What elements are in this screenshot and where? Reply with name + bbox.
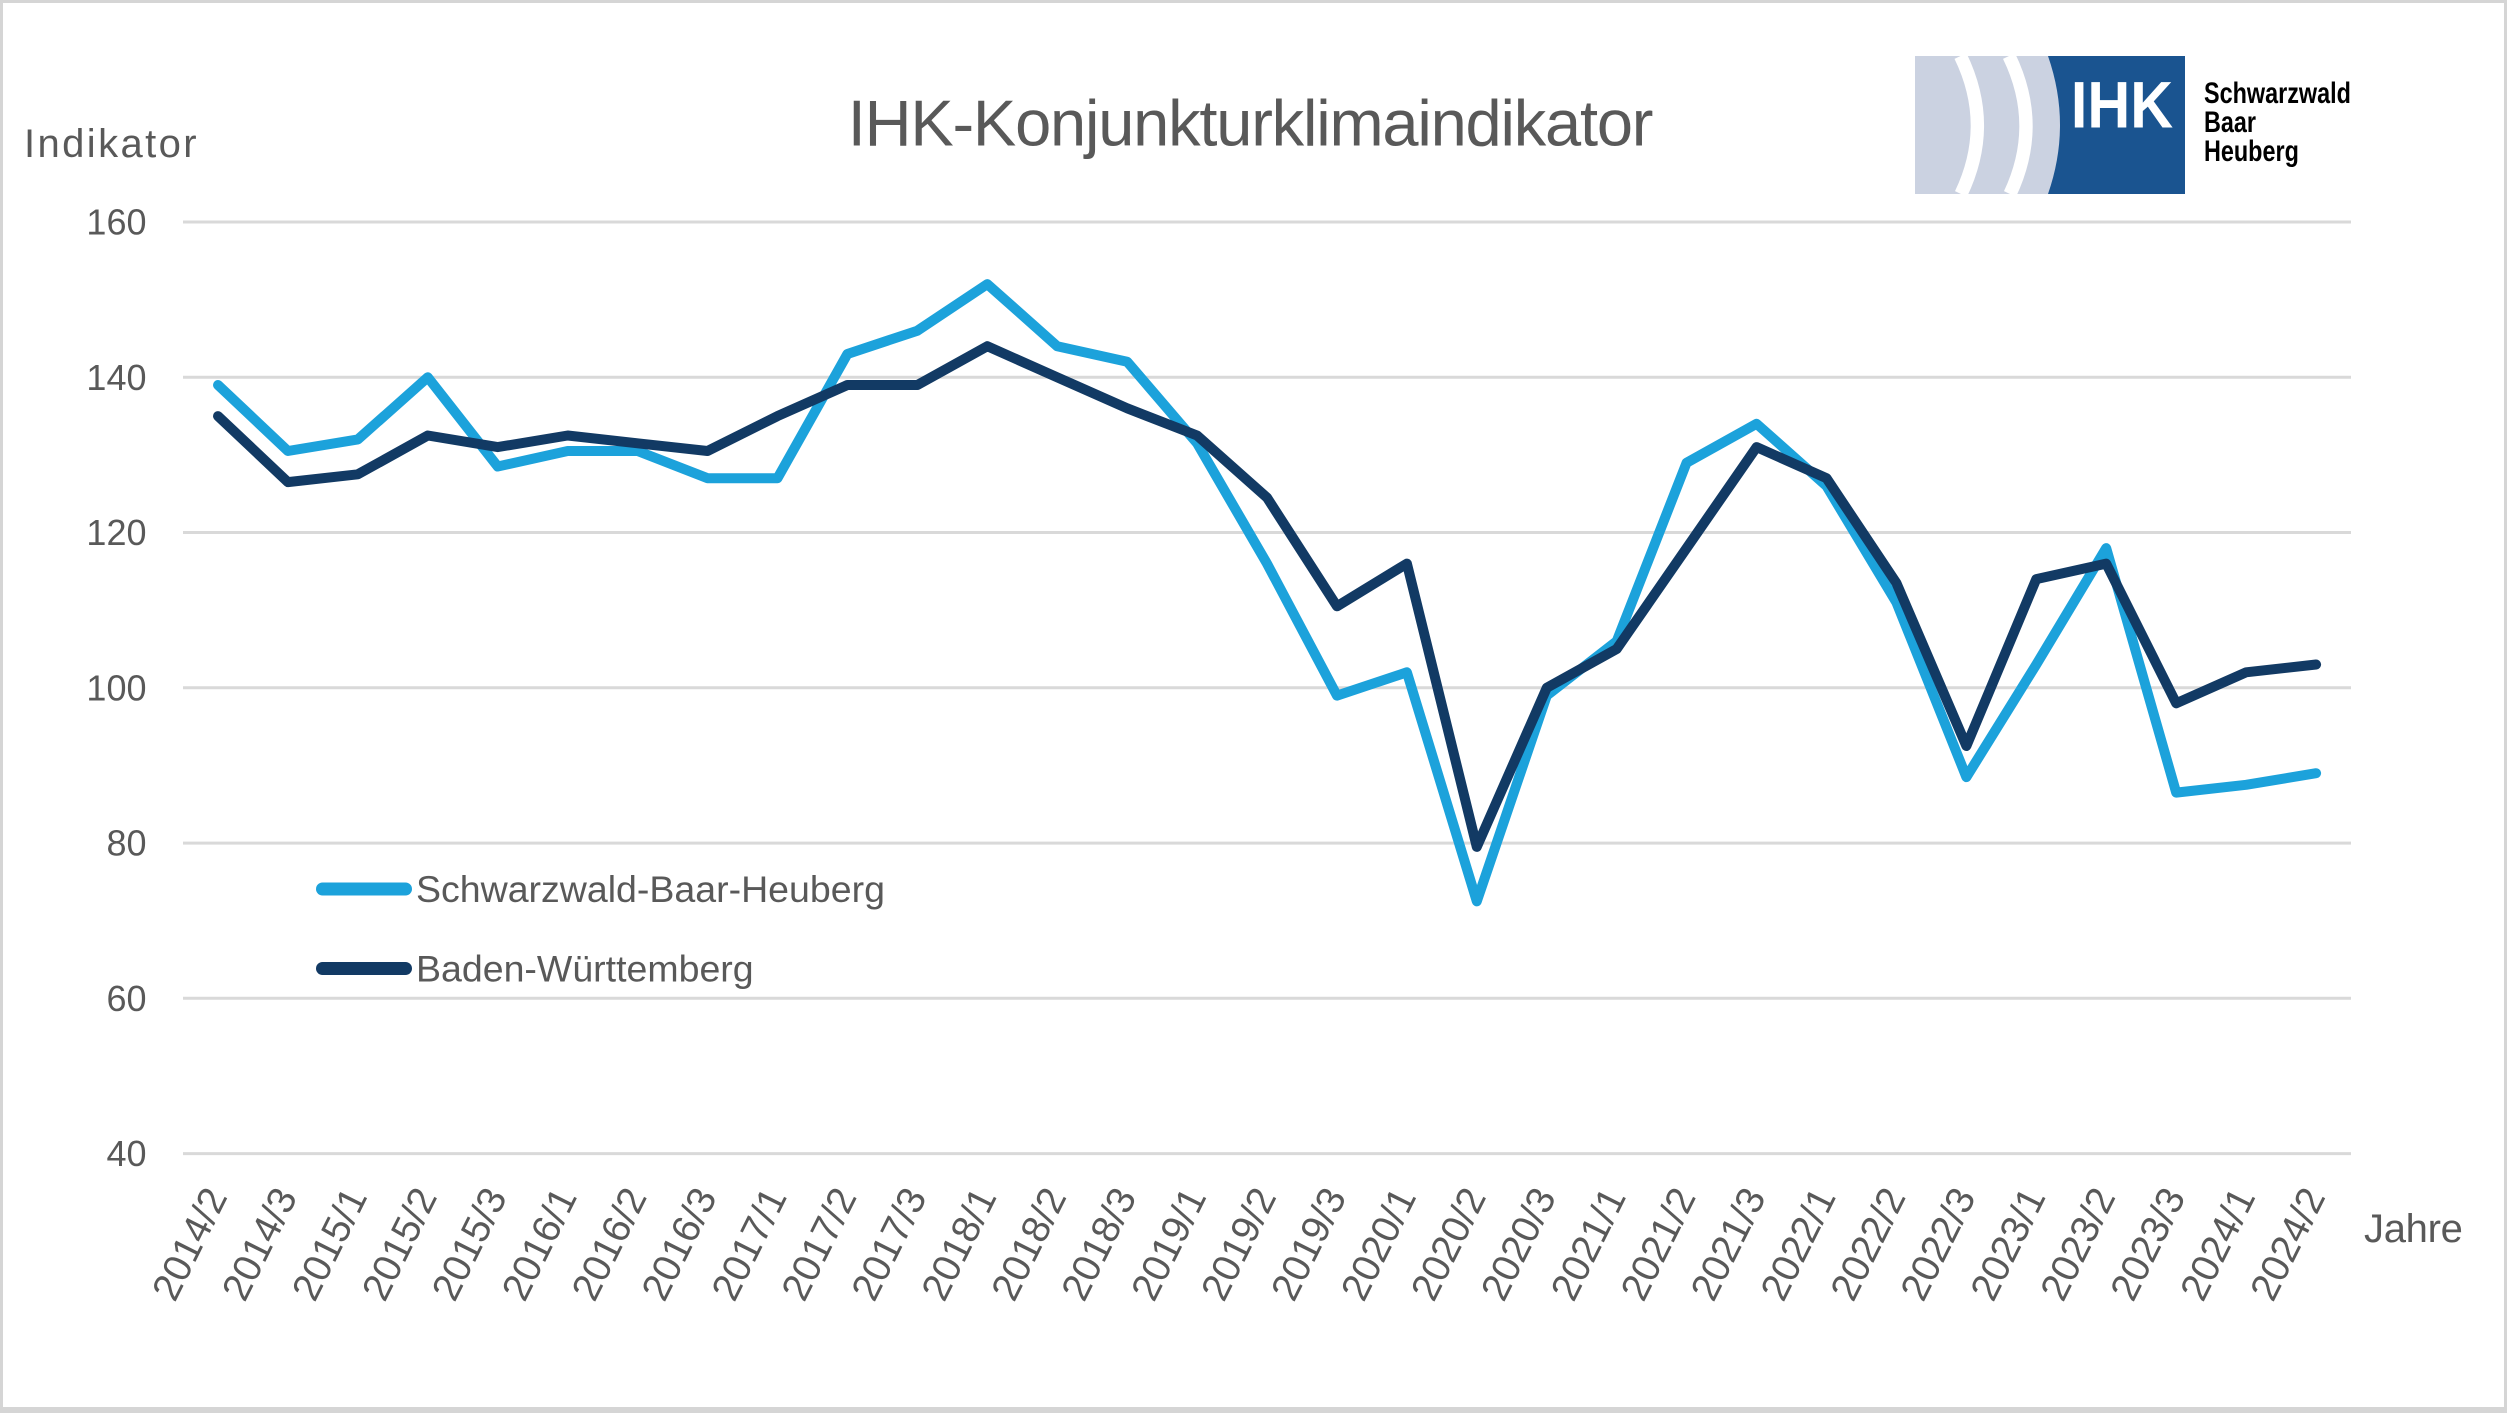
- svg-text:Indikator: Indikator: [24, 122, 199, 166]
- svg-text:IHK: IHK: [2071, 68, 2173, 142]
- svg-text:140: 140: [86, 357, 146, 398]
- svg-text:100: 100: [86, 667, 146, 708]
- svg-text:Schwarzwald-Baar-Heuberg: Schwarzwald-Baar-Heuberg: [416, 868, 885, 910]
- svg-text:Jahre: Jahre: [2364, 1207, 2463, 1251]
- svg-text:60: 60: [106, 978, 146, 1019]
- svg-text:Heuberg: Heuberg: [2204, 134, 2299, 167]
- svg-text:IHK-Konjunkturklimaindikator: IHK-Konjunkturklimaindikator: [848, 87, 1653, 160]
- svg-text:80: 80: [106, 823, 146, 864]
- svg-text:160: 160: [86, 202, 146, 243]
- svg-text:120: 120: [86, 512, 146, 553]
- svg-text:Baar: Baar: [2204, 105, 2256, 138]
- svg-text:Schwarzwald: Schwarzwald: [2204, 76, 2351, 109]
- svg-text:40: 40: [106, 1133, 146, 1174]
- svg-text:Baden-Württemberg: Baden-Württemberg: [416, 948, 754, 990]
